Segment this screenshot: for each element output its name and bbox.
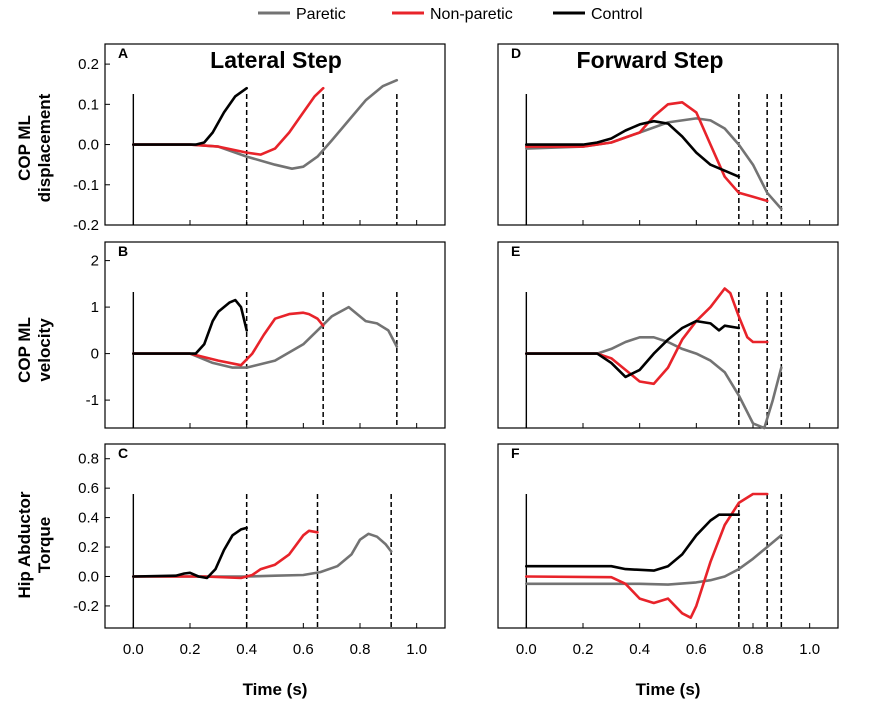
series-paretic bbox=[132, 78, 399, 170]
series-control bbox=[132, 86, 248, 146]
legend-label-paretic: Paretic bbox=[296, 6, 346, 23]
series-paretic bbox=[524, 335, 783, 430]
y-tick-label: -0.1 bbox=[73, 177, 99, 194]
x-tick-label: 0.2 bbox=[573, 641, 594, 658]
row-label-line1: COP ML bbox=[15, 115, 34, 181]
series-non-paretic bbox=[524, 287, 769, 386]
row-label-line2: displacement bbox=[35, 93, 54, 202]
series-non-paretic bbox=[132, 311, 325, 367]
y-tick-label: 2 bbox=[91, 253, 99, 270]
x-axis-labels: 0.0 0.2 0.4 0.6 0.8 1.0 Time (s) 0.0 0.2 0.4 0.6 0.… bbox=[123, 641, 820, 699]
x-tick-label: 0.4 bbox=[629, 641, 650, 658]
x-tick-label: 1.0 bbox=[799, 641, 820, 658]
y-tick-label: 0 bbox=[91, 346, 99, 363]
series-non-paretic bbox=[524, 101, 769, 203]
series-control bbox=[524, 513, 741, 572]
x-tick-label: 0.6 bbox=[686, 641, 707, 658]
x-tick-label: 0.0 bbox=[123, 641, 144, 658]
panel-A: A -0.2 -0.1 0.0 0.1 0.2 bbox=[73, 43, 446, 234]
panel-frame bbox=[497, 43, 839, 226]
x-axis-title: Time (s) bbox=[636, 680, 701, 699]
series-non-paretic bbox=[132, 86, 325, 156]
y-tick-label: 0.0 bbox=[78, 137, 99, 154]
legend: Paretic Non-paretic Control bbox=[258, 6, 643, 23]
y-tick-label: 0.6 bbox=[78, 480, 99, 497]
y-tick-label: 0.2 bbox=[78, 539, 99, 556]
legend-label-non-paretic: Non-paretic bbox=[430, 6, 513, 23]
panel-letter-D: D bbox=[511, 45, 521, 61]
x-tick-label: 0.2 bbox=[180, 641, 201, 658]
panel-C: C -0.2 0.0 0.2 0.4 0.6 0.8 bbox=[73, 443, 446, 629]
series-control bbox=[132, 526, 248, 580]
column-title-forward-step: Forward Step bbox=[577, 47, 724, 73]
y-tick-label: 0.8 bbox=[78, 451, 99, 468]
panel-letter-E: E bbox=[511, 243, 520, 259]
y-tick-label: -0.2 bbox=[73, 598, 99, 615]
panel-frame bbox=[104, 443, 446, 629]
x-axis-title: Time (s) bbox=[243, 680, 308, 699]
x-tick-label: 0.8 bbox=[350, 641, 371, 658]
column-titles: Lateral Step Forward Step bbox=[210, 47, 723, 73]
panel-letter-C: C bbox=[118, 445, 128, 461]
panel-frame bbox=[104, 241, 446, 429]
panel-F: F bbox=[497, 443, 839, 629]
series-control bbox=[524, 319, 741, 379]
series-control bbox=[132, 298, 248, 355]
panel-frame bbox=[497, 443, 839, 629]
row-label-line2: Torque bbox=[35, 517, 54, 573]
series-non-paretic bbox=[132, 529, 319, 580]
panel-letter-A: A bbox=[118, 45, 128, 61]
x-tick-label: 0.4 bbox=[236, 641, 257, 658]
panels: A -0.2 -0.1 0.0 0.1 0.2 D B -1 0 1 2 E C -0.2 0.0 0.2 0.4… bbox=[73, 43, 839, 629]
y-tick-label: 0.2 bbox=[78, 56, 99, 73]
panel-D: D bbox=[497, 43, 839, 226]
column-title-lateral-step: Lateral Step bbox=[210, 47, 342, 73]
y-tick-label: 1 bbox=[91, 299, 99, 316]
y-tick-label: 0.4 bbox=[78, 510, 99, 527]
panel-frame bbox=[104, 43, 446, 226]
y-tick-label: 0.1 bbox=[78, 96, 99, 113]
series-control bbox=[524, 119, 741, 178]
x-tick-label: 1.0 bbox=[406, 641, 427, 658]
series-paretic bbox=[132, 305, 399, 369]
legend-label-control: Control bbox=[591, 6, 643, 23]
series-non-paretic bbox=[524, 492, 769, 620]
x-tick-label: 0.8 bbox=[743, 641, 764, 658]
series-paretic bbox=[524, 533, 783, 586]
row-label-line1: Hip Abductor bbox=[15, 491, 34, 598]
series-paretic bbox=[132, 532, 393, 578]
y-tick-label: 0.0 bbox=[78, 568, 99, 585]
panel-frame bbox=[497, 241, 839, 429]
x-tick-label: 0.0 bbox=[516, 641, 537, 658]
y-tick-label: -1 bbox=[86, 392, 99, 409]
row-label-line1: COP ML bbox=[15, 317, 34, 383]
x-tick-label: 0.6 bbox=[293, 641, 314, 658]
y-tick-label: -0.2 bbox=[73, 217, 99, 234]
panel-letter-B: B bbox=[118, 243, 128, 259]
row-label-line2: velocity bbox=[35, 318, 54, 382]
panel-B: B -1 0 1 2 bbox=[86, 241, 446, 429]
panel-E: E bbox=[497, 241, 839, 430]
panel-letter-F: F bbox=[511, 445, 520, 461]
